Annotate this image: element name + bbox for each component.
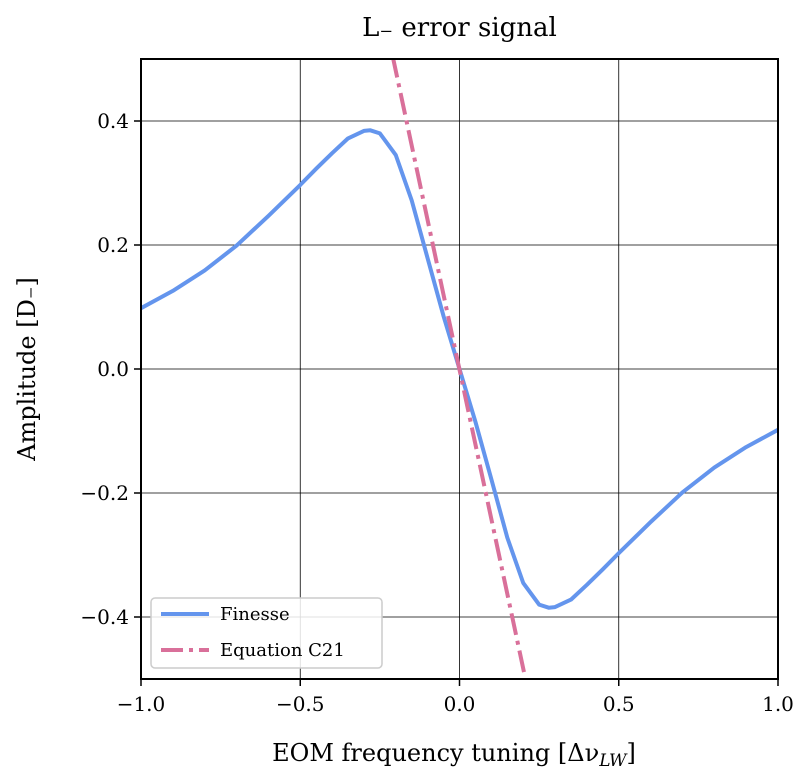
x-tick-label-4: 1.0 — [762, 692, 794, 716]
x-axis-ticks: −1.0 −0.5 0.0 0.5 1.0 — [117, 679, 794, 716]
x-tick-label-3: 0.5 — [603, 692, 635, 716]
y-tick-label-4: −0.4 — [80, 605, 129, 629]
x-tick-label-0: −1.0 — [117, 692, 166, 716]
series-layer — [141, 59, 778, 677]
series-line-equation-c21 — [391, 59, 527, 677]
y-axis-title: Amplitude [D₋] — [13, 277, 41, 462]
x-axis-title: EOM frequency tuning [ΔνLW] — [272, 739, 636, 771]
legend: Finesse Equation C21 — [150, 597, 383, 669]
y-axis-ticks: 0.4 0.2 0.0 −0.2 −0.4 — [80, 109, 141, 629]
x-axis-title-subscript: LW — [598, 751, 628, 771]
y-tick-label-2: 0.0 — [97, 357, 129, 381]
y-tick-label-3: −0.2 — [80, 481, 129, 505]
x-tick-label-1: −0.5 — [276, 692, 325, 716]
x-tick-label-2: 0.0 — [444, 692, 476, 716]
y-tick-label-0: 0.4 — [97, 109, 129, 133]
chart-title: L₋ error signal — [362, 13, 557, 43]
x-axis-title-main: EOM frequency tuning [Δν — [272, 739, 599, 767]
x-axis-title-end: ] — [626, 739, 635, 767]
legend-label-equation-c21: Equation C21 — [220, 640, 345, 661]
legend-label-finesse: Finesse — [220, 604, 290, 625]
y-tick-label-1: 0.2 — [97, 233, 129, 257]
